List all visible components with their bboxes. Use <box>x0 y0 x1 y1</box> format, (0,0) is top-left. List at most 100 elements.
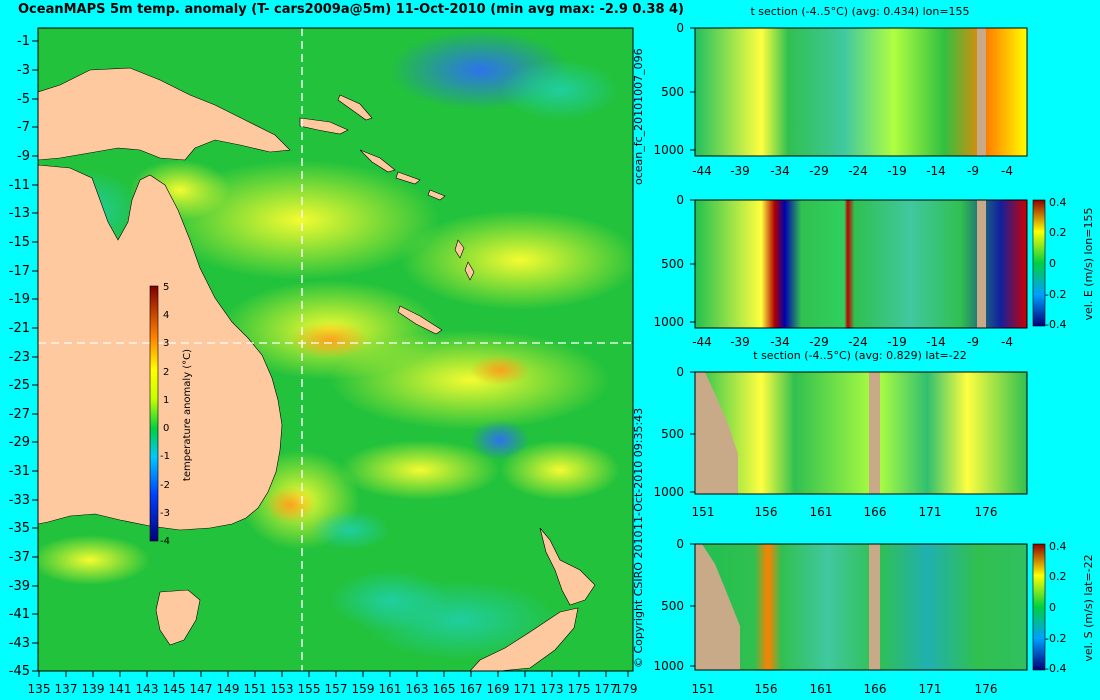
colorbar-tick: -4 <box>160 536 170 547</box>
lat-tick-label: -23 <box>9 350 30 365</box>
lat-tick-label: -33 <box>9 493 30 508</box>
x-tick-label: -29 <box>809 335 829 349</box>
lat-tick-label: -7 <box>17 120 30 135</box>
x-tick-label: 151 <box>692 505 715 519</box>
lon-tick-label: 167 <box>460 682 483 696</box>
lat-tick-label: -17 <box>9 264 30 279</box>
y-tick-label: 500 <box>661 427 684 441</box>
x-axis: -44 -39 -34 -29 -24 -19 -14 -9 -4 <box>692 164 1013 178</box>
lon-tick-label: 165 <box>433 682 456 696</box>
lat-tick-label: -9 <box>17 149 30 164</box>
lon-tick-label: 173 <box>541 682 564 696</box>
colorbar-tick: 0 <box>1049 601 1056 614</box>
x-tick-label: -19 <box>887 335 907 349</box>
section-panel-2: 0 500 1000 -44 -39 -34 -29 -24 -19 -14 -… <box>653 193 1095 349</box>
axes-frame <box>694 543 1028 671</box>
x-tick-label: -9 <box>967 335 979 349</box>
x-tick-label: 161 <box>810 505 833 519</box>
velocity-colorbar: 0.4 0.2 0 -0.2 -0.4 vel. E (m/s) lon=155 <box>1032 196 1095 331</box>
colorbar-tick: -1 <box>160 451 170 462</box>
y-axis: 0 500 1000 <box>653 21 695 157</box>
new-ireland-island <box>337 94 373 121</box>
colorbar-tick: 1 <box>163 395 169 406</box>
x-tick-label: -14 <box>926 335 946 349</box>
lat-tick-label: -13 <box>9 206 30 221</box>
y-tick-label: 1000 <box>653 659 684 673</box>
lon-tick-label: 159 <box>352 682 375 696</box>
lat-tick-label: -15 <box>9 235 30 250</box>
x-tick-label: -44 <box>692 335 712 349</box>
colorbar-tick: 0 <box>1049 257 1056 270</box>
x-tick-label: -39 <box>730 164 750 178</box>
colorbar-gradient <box>1032 199 1046 327</box>
lat-tick-label: -29 <box>9 435 30 450</box>
anomaly-field <box>38 30 633 660</box>
lon-tick-label: 149 <box>217 682 240 696</box>
lon-tick-label: 169 <box>487 682 510 696</box>
colorbar-tick: 0.4 <box>1049 540 1067 553</box>
lat-tick-label: -21 <box>9 321 30 336</box>
lat-tick-label: -43 <box>9 636 30 651</box>
panel3-title: t section (-4..5°C) (avg: 0.829) lat=-22 <box>753 349 967 362</box>
lon-tick-label: 145 <box>163 682 186 696</box>
page-title: OceanMAPS 5m temp. anomaly (T- cars2009a… <box>18 2 685 17</box>
lat-tick-label: -3 <box>17 63 30 78</box>
land-shelf <box>695 372 738 494</box>
x-tick-label: -34 <box>770 335 790 349</box>
x-tick-label: 161 <box>810 682 833 696</box>
land-shelf <box>695 544 740 670</box>
lat-tick-label: -45 <box>9 664 30 679</box>
lon-tick-label: 141 <box>109 682 132 696</box>
x-tick-label: 156 <box>755 682 778 696</box>
lon-tick-label: 137 <box>55 682 78 696</box>
lat-tick-label: -37 <box>9 550 30 565</box>
colorbar-tick: 3 <box>163 338 169 349</box>
lon-tick-label: 157 <box>325 682 348 696</box>
y-tick-label: 0 <box>676 365 684 379</box>
x-tick-label: 151 <box>692 682 715 696</box>
x-tick-label: -34 <box>770 164 790 178</box>
colorbar-tick: 0 <box>163 423 169 434</box>
x-tick-label: -9 <box>967 164 979 178</box>
lat-tick-label: -39 <box>9 579 30 594</box>
x-tick-label: -19 <box>887 164 907 178</box>
x-tick-label: -4 <box>1001 335 1013 349</box>
x-axis: 151 156 161 166 171 176 <box>692 682 998 696</box>
lon-tick-label: 179 <box>615 682 638 696</box>
x-tick-label: 176 <box>975 505 998 519</box>
y-tick-label: 500 <box>661 599 684 613</box>
new-zealand-north <box>539 527 596 606</box>
x-tick-label: 166 <box>864 505 887 519</box>
section-panel-4: 0 500 1000 151 156 161 166 171 176 0.4 0… <box>653 537 1095 696</box>
new-britain-island <box>299 117 349 135</box>
section-fill <box>695 28 1027 156</box>
colorbar-tick: -0.2 <box>1045 288 1066 301</box>
lat-axis: -1 -3 -5 -7 -9 -11 -13 -15 -17 -19 -21 -… <box>9 34 38 679</box>
lon-tick-label: 161 <box>379 682 402 696</box>
lon-tick-label: 147 <box>190 682 213 696</box>
colorbar-tick: 0.2 <box>1049 226 1067 239</box>
x-tick-label: -39 <box>730 335 750 349</box>
section-fill <box>695 200 1027 328</box>
colorbar-tick: 5 <box>163 282 169 293</box>
y-tick-label: 1000 <box>653 315 684 329</box>
x-tick-label: -24 <box>848 335 868 349</box>
land-band <box>977 200 986 328</box>
colorbar-gradient <box>1032 543 1046 671</box>
solomon-islands <box>359 149 446 201</box>
colorbar-label: vel. S (m/s) lat=-22 <box>1082 554 1095 661</box>
x-tick-label: 171 <box>919 682 942 696</box>
x-tick-label: 171 <box>919 505 942 519</box>
y-tick-label: 500 <box>661 85 684 99</box>
land-masses <box>38 67 596 671</box>
y-tick-label: 0 <box>676 21 684 35</box>
land-band <box>869 544 880 670</box>
x-tick-label: 166 <box>864 682 887 696</box>
colorbar-tick: 2 <box>163 367 169 378</box>
section-panel-1: 0 500 1000 -44 -39 -34 -29 -24 -19 -14 -… <box>653 21 1028 178</box>
colorbar-label: temperature anomaly (°C) <box>182 349 193 481</box>
vanuatu-islands <box>454 239 475 281</box>
lon-tick-label: 153 <box>271 682 294 696</box>
x-tick-label: 156 <box>755 505 778 519</box>
colorbar-gradient <box>149 285 159 542</box>
